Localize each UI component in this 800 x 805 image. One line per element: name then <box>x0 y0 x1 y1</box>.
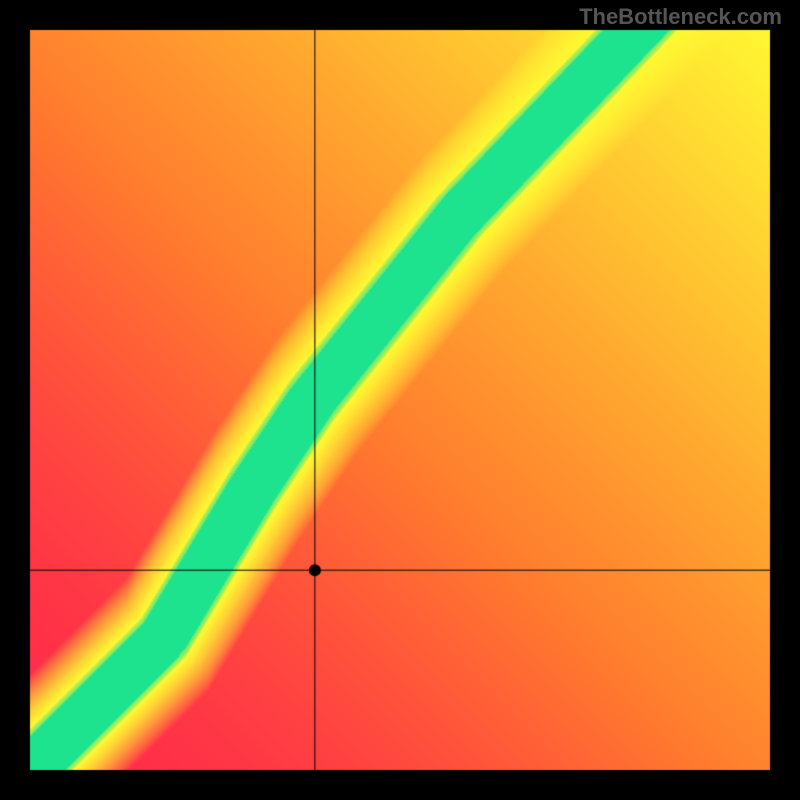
watermark-text: TheBottleneck.com <box>579 4 782 30</box>
bottleneck-heatmap <box>0 0 800 805</box>
heatmap-canvas <box>0 0 800 800</box>
